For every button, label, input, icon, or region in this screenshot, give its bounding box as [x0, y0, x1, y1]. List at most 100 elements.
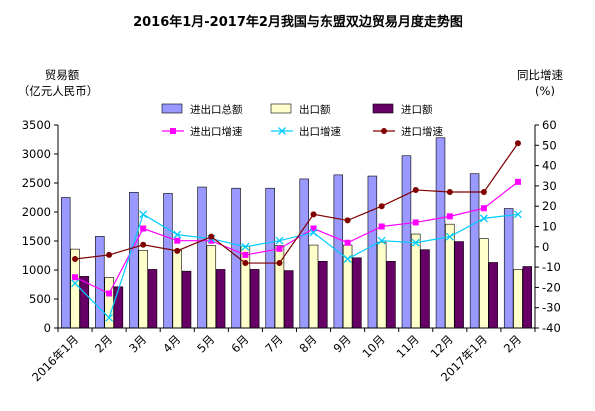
bar-total — [129, 191, 139, 329]
right-axis-label-line2: (%) — [535, 84, 555, 98]
bar-import — [318, 260, 328, 329]
point-import-growth — [514, 140, 521, 147]
point-total-growth — [174, 237, 181, 244]
point-export-growth — [71, 279, 79, 288]
x-tick-label: 12月 — [428, 332, 456, 360]
left-tick-label: 2000 — [22, 205, 51, 219]
right-tick-label: -30 — [542, 301, 561, 315]
bar-import — [352, 257, 362, 329]
point-export-growth — [377, 236, 386, 245]
legend-swatch — [270, 103, 292, 114]
left-tick-label: 1000 — [22, 263, 51, 277]
bar-import — [215, 269, 226, 329]
point-total-growth — [480, 205, 487, 212]
x-tick-label: 2月 — [501, 332, 524, 355]
x-tick-label: 5月 — [194, 332, 217, 355]
right-tick-label: 20 — [542, 199, 557, 213]
point-total-growth — [514, 178, 521, 185]
point-import-growth — [174, 247, 181, 254]
point-import-growth — [446, 188, 453, 195]
right-tick-label: -40 — [542, 321, 561, 335]
point-export-growth — [275, 236, 284, 245]
left-tick-label: 2500 — [22, 176, 51, 190]
bar-total — [469, 173, 480, 329]
bars-layer — [61, 137, 532, 329]
bar-total — [95, 236, 105, 329]
point-import-growth — [310, 211, 317, 218]
point-total-growth — [72, 274, 79, 281]
point-import-growth — [412, 186, 419, 193]
point-total-growth — [242, 251, 249, 258]
left-tick-label: 1500 — [22, 234, 51, 248]
point-total-growth — [140, 225, 147, 232]
point-total-growth — [412, 219, 419, 226]
bar-import — [249, 269, 260, 329]
right-axis-label-line1: 同比增速 — [517, 68, 563, 82]
legend-swatch — [161, 103, 183, 114]
point-import-growth — [72, 255, 79, 262]
right-tick-label: 10 — [542, 220, 557, 234]
point-total-growth — [276, 245, 283, 252]
x-tick-label: 2月 — [92, 332, 115, 355]
bar-export — [138, 249, 148, 329]
chart-title: 2016年1月-2017年2月我国与东盟双边贸易月度走势图 — [133, 14, 463, 30]
point-export-growth — [105, 313, 114, 322]
legend-label: 出口额 — [299, 103, 331, 116]
x-tick-label: 10月 — [359, 332, 387, 360]
point-import-growth — [378, 203, 385, 210]
point-import-growth — [106, 251, 113, 258]
point-total-growth — [344, 239, 351, 246]
bar-total — [367, 175, 378, 329]
line-import-growth — [74, 142, 519, 264]
bar-export — [411, 233, 421, 329]
bar-import — [147, 269, 158, 329]
left-axis-label-line1: 贸易额 — [45, 68, 80, 82]
bar-export — [172, 249, 182, 329]
legend-label: 出口增速 — [299, 125, 341, 138]
bar-export — [308, 244, 319, 329]
legend-label: 进出口增速 — [190, 125, 243, 138]
x-tick-label: 3月 — [126, 332, 149, 355]
bar-total — [163, 193, 173, 329]
right-tick-label: 0 — [542, 240, 549, 254]
x-tick-label: 9月 — [331, 332, 354, 355]
point-import-growth — [208, 233, 215, 240]
bar-total — [61, 197, 71, 329]
bar-export — [479, 238, 489, 329]
left-tick-label: 3500 — [22, 118, 51, 132]
bar-total — [197, 186, 207, 329]
point-total-growth — [208, 237, 215, 244]
point-export-growth — [479, 214, 488, 223]
legend-marker — [381, 128, 387, 134]
bar-export — [376, 241, 387, 329]
point-import-growth — [242, 260, 249, 267]
bar-import — [454, 241, 464, 329]
right-tick-label: -10 — [542, 260, 561, 274]
legend-swatch — [372, 103, 394, 114]
x-tick-label: 6月 — [228, 332, 251, 355]
bar-import — [79, 276, 90, 329]
right-tick-label: 50 — [542, 138, 557, 152]
left-tick-label: 0 — [44, 321, 51, 335]
point-export-growth — [139, 210, 148, 219]
left-tick-label: 500 — [29, 292, 51, 306]
point-total-growth — [310, 225, 317, 232]
point-total-growth — [446, 213, 453, 220]
point-total-growth — [378, 223, 385, 230]
bar-total — [435, 137, 446, 329]
bar-import — [181, 270, 192, 329]
x-tick-label: 7月 — [262, 332, 285, 355]
right-tick-label: 40 — [542, 159, 557, 173]
line-export-growth — [74, 213, 519, 319]
left-axis-label-line2: （亿元人民币） — [18, 84, 99, 98]
x-tick-label: 2016年1月 — [29, 332, 81, 384]
right-tick-label: 60 — [542, 118, 557, 132]
point-export-growth — [241, 242, 250, 251]
point-export-growth — [411, 238, 420, 247]
point-export-growth — [343, 255, 352, 263]
right-tick-label: 30 — [542, 179, 557, 193]
left-tick-label: 3000 — [22, 147, 51, 161]
x-tick-label: 4月 — [160, 332, 183, 355]
